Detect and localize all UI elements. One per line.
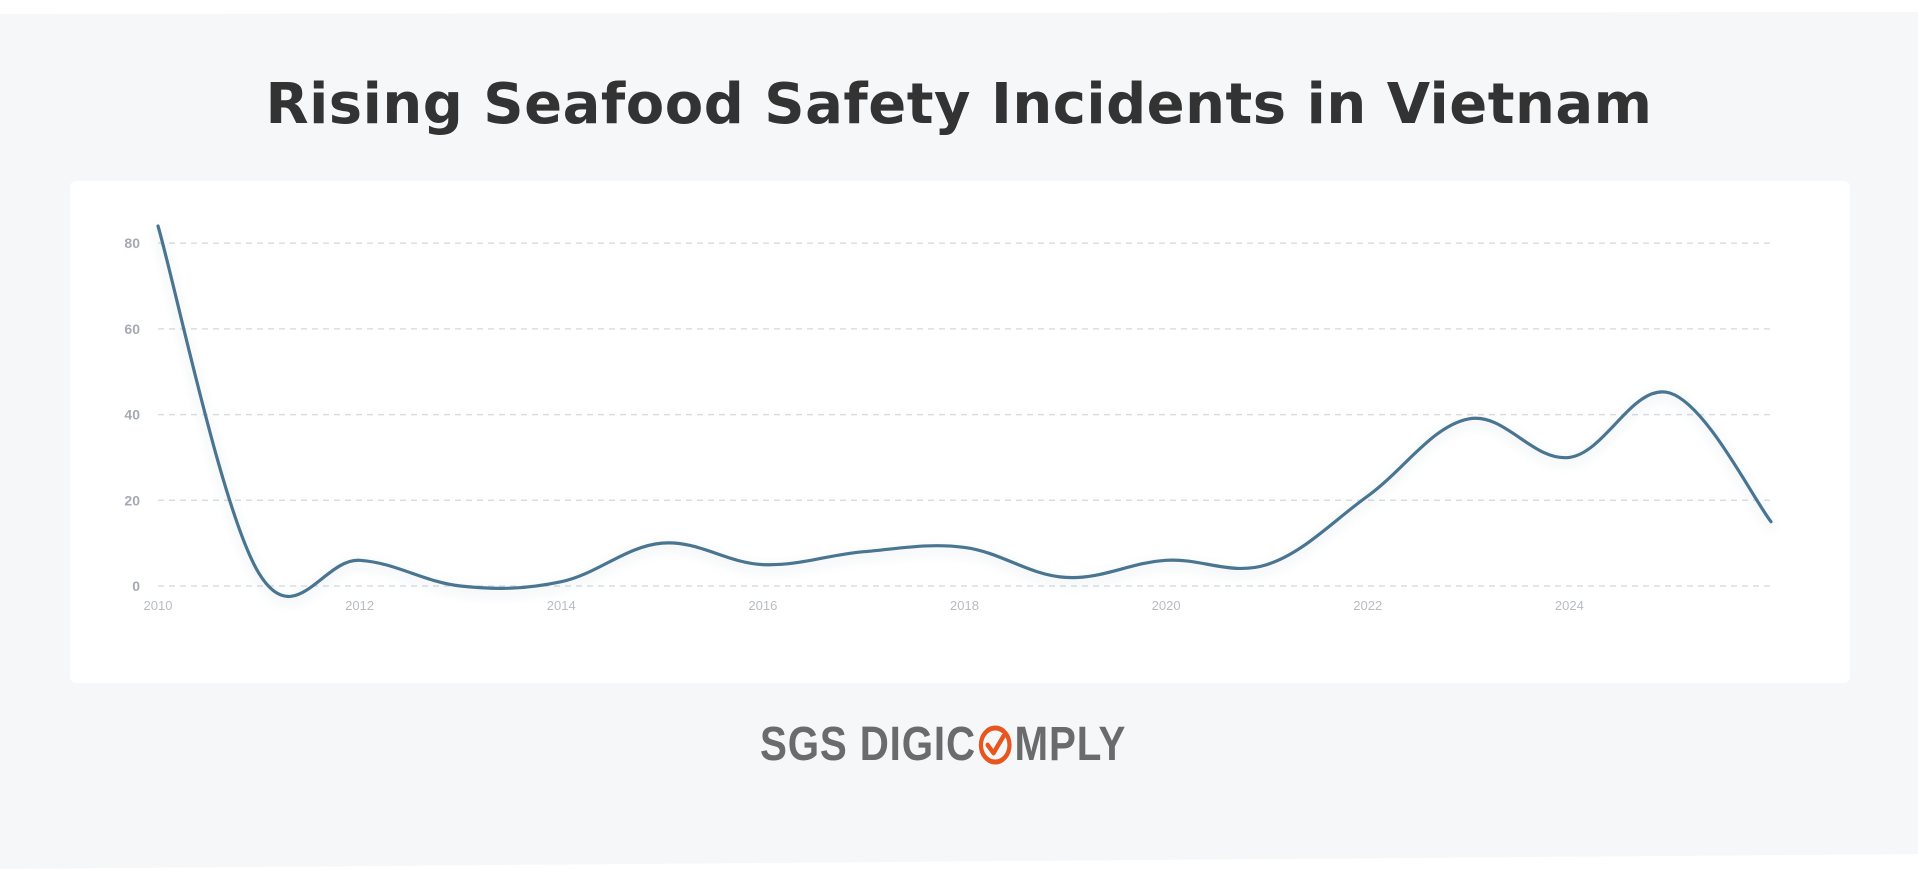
series-line — [156, 224, 1773, 599]
x-tick-label: 2010 — [144, 598, 173, 613]
y-tick-label: 0 — [132, 578, 140, 594]
y-tick-label: 60 — [124, 321, 140, 337]
logo-text-right: MPLY — [1014, 717, 1127, 771]
x-tick-label: 2024 — [1555, 598, 1584, 613]
x-tick-label: 2012 — [345, 598, 374, 613]
brand-logo: SGS DIGIC MPLY — [760, 716, 1126, 772]
check-circle-icon — [978, 723, 1013, 765]
x-tick-label: 2018 — [950, 598, 979, 613]
chart-card: 0 20 40 60 80 2010 2012 2014 2016 2018 2020 2022 202… — [70, 181, 1850, 683]
y-tick-label: 80 — [124, 235, 140, 251]
x-tick-label: 2016 — [748, 598, 777, 613]
x-tick-label: 2020 — [1152, 598, 1181, 613]
x-tick-label: 2022 — [1353, 598, 1382, 613]
x-tick-label: 2014 — [547, 598, 576, 613]
line-chart: 0 20 40 60 80 2010 2012 2014 2016 2018 2020 2022 202… — [124, 224, 1773, 613]
y-tick-label: 40 — [124, 407, 140, 423]
chart-title: Rising Seafood Safety Incidents in Vietn… — [265, 72, 1653, 137]
y-tick-label: 20 — [124, 492, 140, 508]
logo-text-left: SGS DIGIC — [760, 717, 976, 771]
